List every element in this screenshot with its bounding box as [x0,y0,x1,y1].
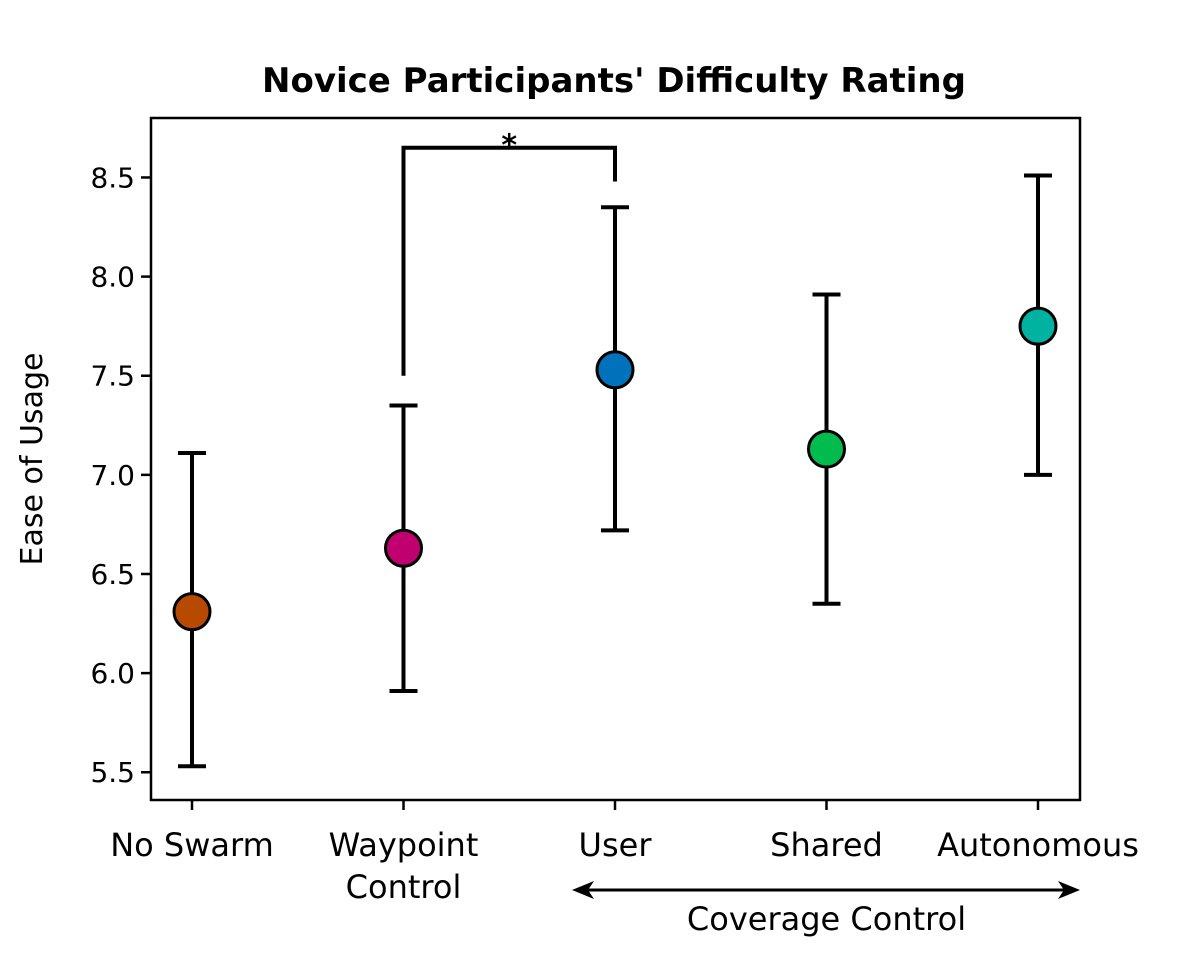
mean-markers [172,306,1058,632]
x-tick-label: User [579,826,653,864]
group-arrow-right-head [1058,881,1080,899]
x-axis: No Swarm Waypoint Control User Shared Autonom… [110,800,1139,906]
error-bars [178,173,1052,769]
group-label: Coverage Control [687,900,966,938]
mean-point [1018,306,1058,346]
significance-label: * [501,129,517,164]
x-tick-label: Control [346,868,462,906]
y-axis-label: Ease of Usage [15,353,50,566]
y-tick-label: 7.5 [90,360,135,393]
x-tick-label: Waypoint [329,826,479,864]
significance-line [401,145,617,376]
y-axis: 5.5 6.0 6.5 7.0 7.5 8.0 8.5 [90,161,151,789]
group-arrow-left-head [572,881,594,899]
mean-point [172,592,212,632]
y-tick-label: 5.5 [90,756,135,789]
y-tick-label: 6.0 [90,657,135,690]
mean-point [384,528,423,568]
y-tick-label: 8.5 [90,161,135,194]
x-tick-label: Shared [770,826,883,864]
y-tick-label: 6.5 [90,558,135,591]
coverage-control-annotation: Coverage Control [572,881,1080,938]
y-tick-label: 8.0 [90,261,135,294]
chart-title: Novice Participants' Difficulty Rating [262,61,966,101]
significance-bracket: * [401,129,617,376]
x-tick-label: Autonomous [937,826,1139,864]
mean-point [595,350,635,390]
mean-point [807,429,846,469]
x-tick-label: No Swarm [110,826,274,864]
y-tick-label: 7.0 [90,459,135,492]
